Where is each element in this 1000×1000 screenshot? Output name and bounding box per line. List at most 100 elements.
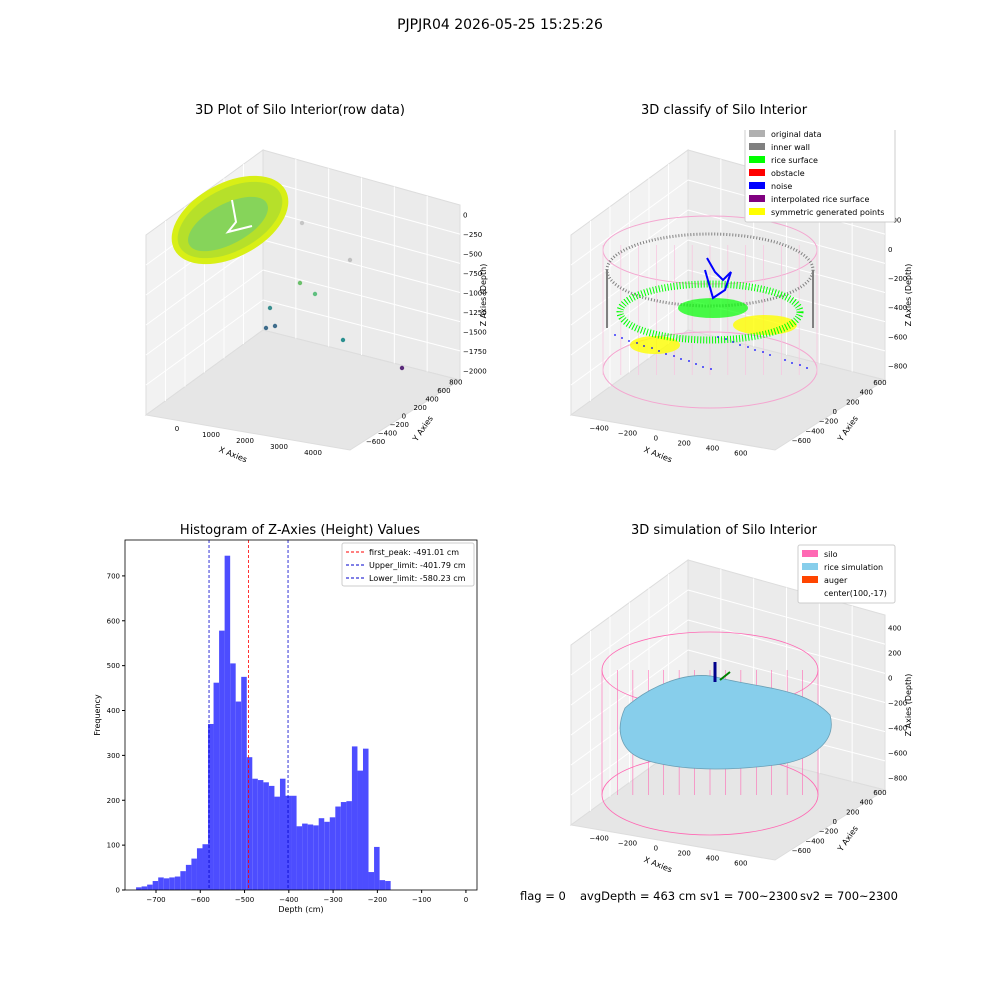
noise-point <box>806 367 808 369</box>
y-tick-label: 0 <box>402 412 406 420</box>
x-tick-label: 0 <box>175 425 179 433</box>
histogram-bar <box>235 701 242 890</box>
histogram-bar <box>136 887 142 890</box>
legend-label: auger <box>824 576 848 585</box>
x-axis-label: X Axies <box>643 445 674 464</box>
x-tick-label: 600 <box>734 450 747 458</box>
floor-pane <box>569 329 887 451</box>
noise-point <box>680 358 682 360</box>
y-tick-label: 600 <box>107 617 120 625</box>
noise-point <box>799 364 801 366</box>
histogram-bar <box>246 757 253 890</box>
legend-label: obstacle <box>771 169 805 178</box>
legend-label: rice surface <box>771 156 818 165</box>
noise-point <box>695 363 697 365</box>
histogram-bar <box>351 746 358 890</box>
histogram-bar <box>335 806 341 890</box>
y-tick-label: 100 <box>107 842 120 850</box>
histogram-bar <box>385 881 391 890</box>
histogram-bar <box>313 825 319 890</box>
noise-point <box>732 341 734 343</box>
sv1-text: sv1 = 700~2300 <box>700 889 798 903</box>
z-axis-label: Z Axies (Depth) <box>479 264 488 327</box>
histogram-bar <box>202 844 209 890</box>
x-tick-label: −500 <box>235 896 254 904</box>
noise-point <box>628 340 630 342</box>
y-tick-label: −600 <box>792 437 811 445</box>
x-tick-label: 3000 <box>270 443 288 451</box>
raw-outlier-point <box>399 365 405 371</box>
legend-swatch <box>749 156 765 163</box>
x-tick-label: 200 <box>677 440 690 448</box>
legend-box <box>744 130 896 223</box>
z-axis-label: Z Axies (Depth) <box>904 674 913 737</box>
flag-text: flag = 0 <box>520 889 566 903</box>
raw-outlier-point <box>340 337 346 343</box>
histogram-bar <box>163 878 170 890</box>
panel-title-histogram: Histogram of Z-Axies (Height) Values <box>179 523 421 538</box>
histogram-bar <box>268 785 275 890</box>
y-tick-label: −200 <box>819 418 838 426</box>
y-tick-label: −200 <box>390 421 409 429</box>
noise-point <box>651 347 653 349</box>
histogram-bar <box>147 884 153 890</box>
panel-title-classify: 3D classify of Silo Interior <box>640 103 808 118</box>
raw-point-cloud-inner <box>188 196 268 252</box>
noise-point <box>754 349 756 351</box>
x-tick-label: 4000 <box>304 449 322 457</box>
noise-point <box>621 337 623 339</box>
legend-box <box>797 544 896 604</box>
legend-box <box>341 542 475 587</box>
histogram-bar <box>208 723 214 890</box>
y-tick-label: −400 <box>805 837 824 845</box>
z-tick-label: −1250 <box>463 309 487 317</box>
panel-title-raw: 3D Plot of Silo Interior(row data) <box>195 103 405 118</box>
rice-surface-center <box>678 298 748 318</box>
z-tick-label: 200 <box>888 650 901 658</box>
histogram-bar <box>291 795 297 890</box>
x-tick-label: 0 <box>464 896 468 904</box>
legend-swatch <box>802 563 818 570</box>
raw-outlier-point <box>312 291 318 297</box>
raw-outlier-point <box>263 325 269 331</box>
y-axis-label: Y Axies <box>835 414 860 444</box>
noise-points <box>704 257 732 300</box>
legend-label: interpolated rice surface <box>771 195 869 204</box>
histogram-bar <box>374 846 380 890</box>
histogram-bar <box>191 858 197 890</box>
noise-point <box>710 368 712 370</box>
legend-label: silo <box>824 550 838 559</box>
z-tick-label: 0 <box>463 212 467 220</box>
histogram-bar <box>241 676 247 890</box>
histogram-bar <box>230 663 236 890</box>
plot-frame <box>124 539 478 891</box>
inner-wall-edge <box>606 270 814 328</box>
histogram-bar <box>362 748 369 890</box>
z-tick-label: −1750 <box>463 348 487 356</box>
legend-swatch <box>749 208 765 215</box>
noise-point <box>614 334 616 336</box>
histogram-bar <box>219 630 225 890</box>
raw-outlier-point <box>267 305 273 311</box>
symmetric-points <box>733 315 797 335</box>
x-tick-label: 0 <box>654 435 658 443</box>
x-tick-label: 2000 <box>236 437 254 445</box>
noise-point <box>688 360 690 362</box>
depth-histogram: −700 −600 −500 −400 −300 −200 −100 0 0 100 200 300 4… <box>93 539 478 914</box>
histogram-bar <box>257 780 264 890</box>
histogram-bar <box>368 872 375 890</box>
histogram-bar <box>141 886 148 890</box>
z-tick-label: −800 <box>888 362 907 370</box>
legend-label: first_peak: -491.01 cm <box>369 548 459 557</box>
x-tick-label: −200 <box>618 840 637 848</box>
z-tick-label: −800 <box>888 775 907 783</box>
legend-label: rice simulation <box>824 563 883 572</box>
y-tick-label: −400 <box>805 427 824 435</box>
center-marker <box>719 671 731 681</box>
legend-label: Lower_limit: -580.23 cm <box>369 574 466 583</box>
legend-swatch <box>749 169 765 176</box>
noise-point <box>739 344 741 346</box>
noise-point <box>636 342 638 344</box>
